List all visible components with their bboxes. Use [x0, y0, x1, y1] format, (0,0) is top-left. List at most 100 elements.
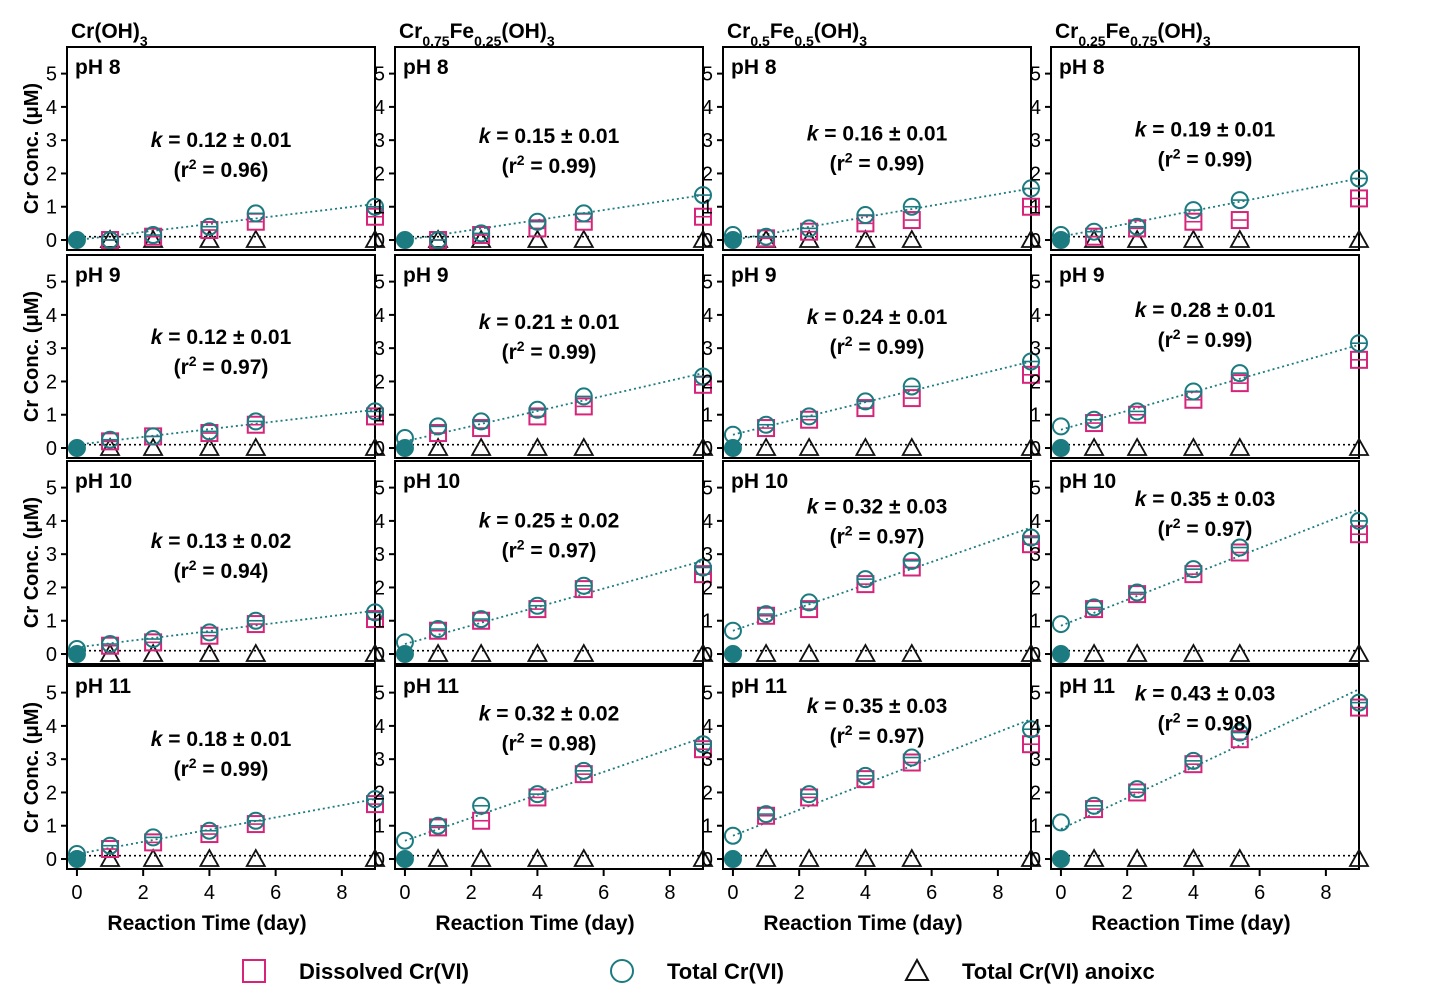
r-squared: (r2 = 0.99) [502, 338, 597, 364]
x-tick-label: 2 [466, 882, 477, 904]
y-axis-label: Cr Conc. (μM) [21, 83, 43, 214]
y-tick-label: 3 [702, 130, 713, 152]
total-point [1022, 352, 1040, 371]
dissolved-point [1022, 735, 1040, 754]
anoxic-point [1229, 848, 1251, 867]
total-point [856, 570, 875, 589]
r-squared: (r2 = 0.96) [174, 156, 269, 182]
y-tick-label: 3 [1030, 749, 1041, 771]
r-squared: (r2 = 0.97) [1158, 515, 1253, 541]
total-point [395, 831, 414, 850]
total-point [902, 197, 921, 216]
anoxic-point [364, 643, 386, 662]
anoxic-point [854, 848, 876, 867]
y-tick-label: 1 [46, 816, 57, 838]
total-point [246, 204, 265, 223]
x-tick-label: 8 [992, 882, 1003, 904]
total-point [574, 761, 593, 780]
total-point [67, 845, 86, 864]
column-title: Cr0.75Fe0.25(OH)3 [399, 20, 555, 49]
dissolved-point [1184, 565, 1203, 584]
fit-line [404, 194, 704, 241]
anoxic-point [198, 848, 220, 867]
x-tick-label: 4 [1188, 882, 1199, 904]
y-tick-label: 1 [46, 611, 57, 633]
dissolved-point [472, 811, 491, 830]
ph-label: pH 9 [403, 264, 449, 287]
y-tick-label: 4 [46, 97, 57, 119]
r-squared: (r2 = 0.97) [830, 523, 925, 549]
panel-frame [66, 460, 376, 665]
anoxic-point [1126, 643, 1148, 662]
anoxic-point [526, 643, 548, 662]
y-tick-label: 0 [1030, 849, 1041, 871]
fit-line [404, 372, 704, 443]
y-tick-label: 1 [1030, 816, 1041, 838]
anoxic-point [573, 229, 595, 248]
rate-constant: k = 0.35 ± 0.03 [1135, 488, 1276, 511]
x-tick-label: 6 [270, 882, 281, 904]
y-tick-label: 4 [1030, 511, 1041, 533]
panel-12: 0 1 2 3 4 5 0 2 4 6 8 pH 11 k = 0.18 ± 0.01 (r2 = 0.9… [46, 665, 386, 904]
dissolved-point [1184, 212, 1203, 231]
legend-label: Dissolved Cr(VI) [299, 959, 469, 984]
rate-constant: k = 0.43 ± 0.03 [1135, 683, 1276, 706]
rate-constant: k = 0.16 ± 0.01 [807, 122, 948, 145]
r-squared: (r2 = 0.99) [1158, 326, 1253, 352]
dissolved-point [366, 795, 384, 814]
total-point [472, 412, 491, 431]
y-tick-label: 4 [46, 716, 57, 738]
anoxic-point [142, 229, 164, 248]
ph-label: pH 8 [403, 56, 449, 79]
anoxic-point [854, 437, 876, 456]
fit-line [732, 718, 1032, 837]
total-point [757, 605, 776, 624]
panel-frame [394, 46, 704, 251]
dissolved-point [528, 407, 547, 426]
x-tick-label: 6 [926, 882, 937, 904]
x-tick-label: 2 [138, 882, 149, 904]
panel-5: 0 1 2 3 4 5 pH 9 k = 0.21 ± 0.01 (r2 = 0.99) [374, 254, 714, 460]
panel-13: 0 1 2 3 4 5 0 2 4 6 8 pH 11 k = 0.32 ± 0.02 (r2 = 0.9… [374, 665, 714, 904]
dissolved-point [856, 399, 875, 418]
y-tick-label: 2 [46, 577, 57, 599]
panel-7: 0 1 2 3 4 5 pH 9 k = 0.28 ± 0.01 (r2 = 0.99) [1030, 254, 1370, 460]
ph-label: pH 11 [403, 675, 459, 698]
y-tick-label: 3 [1030, 338, 1041, 360]
ph-label: pH 10 [403, 470, 460, 493]
origin-point [395, 850, 414, 869]
total-point [1230, 364, 1249, 383]
r-squared: (r2 = 0.99) [502, 152, 597, 178]
y-tick-label: 0 [374, 644, 385, 666]
total-point [366, 790, 384, 809]
total-point [472, 224, 491, 243]
x-tick-label: 4 [860, 882, 871, 904]
rate-constant: k = 0.13 ± 0.02 [151, 530, 292, 553]
anoxic-point [142, 437, 164, 456]
y-tick-label: 2 [46, 371, 57, 393]
y-tick-label: 1 [1030, 611, 1041, 633]
total-point [528, 596, 547, 615]
dissolved-point [856, 575, 875, 594]
r-squared: (r2 = 0.98) [1158, 710, 1253, 736]
anoxic-point [755, 437, 777, 456]
x-tick-label: 2 [1122, 882, 1133, 904]
ph-label: pH 10 [75, 470, 132, 493]
dissolved-point [144, 833, 163, 852]
anoxic-point [142, 643, 164, 662]
dissolved-point [1022, 365, 1040, 384]
x-tick-label: 4 [532, 882, 543, 904]
rate-constant: k = 0.15 ± 0.01 [479, 125, 620, 148]
total-point [694, 735, 712, 754]
r-squared: (r2 = 0.94) [174, 557, 269, 583]
dissolved-point [1022, 197, 1040, 216]
total-point [528, 785, 547, 804]
anoxic-point [854, 643, 876, 662]
total-point [574, 576, 593, 595]
total-point [800, 593, 819, 612]
panel-frame [394, 665, 704, 870]
y-tick-label: 5 [374, 683, 385, 705]
y-tick-label: 5 [702, 64, 713, 86]
y-tick-label: 5 [702, 683, 713, 705]
anoxic-point [245, 437, 267, 456]
